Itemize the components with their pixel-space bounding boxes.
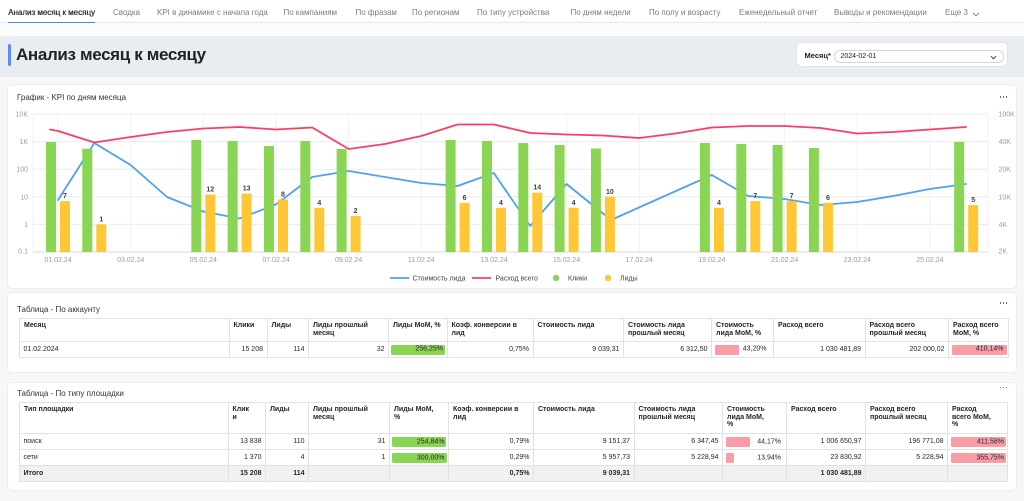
svg-text:10K: 10K [16,112,29,119]
svg-text:5: 5 [971,197,975,204]
svg-text:6: 6 [463,195,467,202]
svg-text:13: 13 [243,186,251,193]
svg-text:4: 4 [317,200,321,207]
svg-text:1K: 1K [19,139,28,146]
svg-text:100K: 100K [999,112,1016,119]
svg-text:10: 10 [606,189,614,196]
svg-text:100: 100 [16,167,28,174]
svg-text:6: 6 [826,195,830,202]
svg-text:21.02.24: 21.02.24 [771,257,798,264]
svg-text:1: 1 [99,216,103,223]
svg-text:4: 4 [499,200,503,207]
svg-text:20K: 20K [999,167,1012,174]
svg-text:1: 1 [24,222,28,229]
svg-text:09.02.24: 09.02.24 [335,257,362,264]
svg-text:Стоимость лида: Стоимость лида [413,276,466,283]
svg-text:10K: 10K [999,194,1012,201]
svg-text:25.02.24: 25.02.24 [916,257,943,264]
svg-text:01.02.24: 01.02.24 [44,257,71,264]
svg-text:05.02.24: 05.02.24 [190,257,217,264]
svg-text:17.02.24: 17.02.24 [626,257,653,264]
svg-text:Расход всего: Расход всего [496,276,538,283]
svg-text:4: 4 [717,200,721,207]
svg-text:Лиды: Лиды [620,276,638,283]
svg-text:7: 7 [790,193,794,200]
svg-text:0.1: 0.1 [18,248,28,255]
svg-text:4: 4 [572,200,576,207]
svg-text:8: 8 [281,192,285,199]
svg-text:12: 12 [206,187,214,194]
svg-text:7: 7 [63,193,67,200]
svg-text:23.02.24: 23.02.24 [844,257,871,264]
svg-text:15.02.24: 15.02.24 [553,257,580,264]
svg-text:40K: 40K [999,139,1012,146]
svg-text:10: 10 [20,194,28,201]
svg-text:03.02.24: 03.02.24 [117,257,144,264]
svg-text:14: 14 [533,185,541,192]
svg-text:Клики: Клики [568,276,587,283]
svg-text:11.02.24: 11.02.24 [408,257,435,264]
svg-text:13.02.24: 13.02.24 [480,257,507,264]
svg-text:2K: 2K [999,248,1008,255]
svg-text:2: 2 [354,208,358,215]
svg-text:7: 7 [753,193,757,200]
svg-text:07.02.24: 07.02.24 [262,257,289,264]
svg-text:19.02.24: 19.02.24 [698,257,725,264]
svg-text:4K: 4K [999,222,1008,229]
